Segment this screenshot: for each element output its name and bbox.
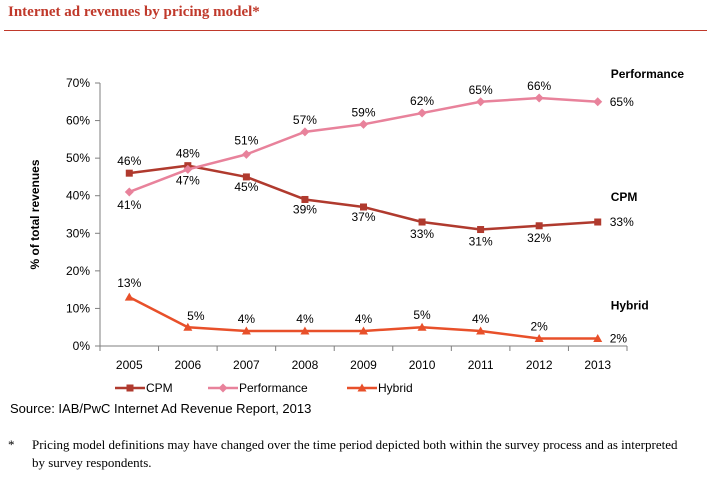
- cpm-point: [301, 195, 309, 203]
- cpm-point: [477, 226, 485, 234]
- legend-performance-marker: [218, 383, 228, 393]
- legend-performance-label: Performance: [239, 381, 308, 395]
- legend-hybrid-label: Hybrid: [378, 381, 413, 395]
- hybrid-point: [534, 333, 544, 342]
- cpm-point: [594, 218, 602, 226]
- source-note: Source: IAB/PwC Internet Ad Revenue Repo…: [10, 401, 312, 416]
- y-tick-label: 70%: [66, 76, 90, 90]
- title-rule: [4, 30, 707, 31]
- performance-data-label: 59%: [351, 105, 375, 119]
- legend-hybrid-marker: [357, 383, 367, 392]
- cpm-point: [535, 222, 543, 230]
- legend-cpm-label: CPM: [146, 381, 173, 395]
- y-tick-label: 20%: [66, 264, 90, 278]
- chart-title: Internet ad revenues by pricing model*: [8, 4, 260, 20]
- x-tick-label: 2008: [292, 358, 319, 372]
- cpm-point: [418, 218, 426, 226]
- hybrid-point: [417, 322, 427, 331]
- performance-data-label: 65%: [469, 83, 493, 97]
- y-tick-label: 60%: [66, 114, 90, 128]
- hybrid-data-label: 2%: [610, 331, 628, 345]
- cpm-data-label: 32%: [527, 231, 551, 245]
- x-tick-label: 2005: [116, 358, 143, 372]
- hybrid-data-label: 4%: [296, 312, 314, 326]
- performance-data-label: 47%: [176, 173, 200, 187]
- hybrid-point: [183, 322, 193, 331]
- hybrid-data-label: 4%: [355, 312, 373, 326]
- cpm-data-label: 31%: [469, 235, 493, 249]
- x-tick-label: 2006: [174, 358, 201, 372]
- y-tick-label: 10%: [66, 301, 90, 315]
- cpm-point: [242, 173, 250, 181]
- cpm-point: [125, 169, 133, 177]
- hybrid-data-label: 2%: [530, 319, 548, 333]
- performance-point: [300, 127, 310, 137]
- cpm-data-label: 48%: [176, 147, 200, 161]
- footnote-mark: *: [8, 437, 15, 452]
- performance-series-label: Performance: [611, 67, 685, 81]
- performance-data-label: 57%: [293, 113, 317, 127]
- cpm-series-label: CPM: [611, 190, 638, 204]
- y-tick-label: 40%: [66, 189, 90, 203]
- cpm-point: [360, 203, 367, 211]
- performance-point: [241, 149, 251, 159]
- cpm-data-label: 46%: [117, 154, 141, 168]
- hybrid-data-label: 5%: [187, 309, 205, 323]
- cpm-data-label: 39%: [293, 202, 317, 216]
- footnote-text: Pricing model definitions may have chang…: [32, 437, 678, 470]
- hybrid-data-label: 5%: [413, 308, 431, 322]
- x-tick-label: 2011: [468, 358, 494, 372]
- performance-point: [534, 93, 544, 103]
- performance-data-label: 51%: [234, 133, 258, 147]
- hybrid-data-label: 13%: [117, 276, 141, 290]
- hybrid-point: [359, 326, 368, 335]
- performance-point: [417, 108, 427, 118]
- performance-point: [593, 97, 603, 107]
- performance-point: [124, 187, 134, 197]
- cpm-data-label: 33%: [410, 227, 434, 241]
- performance-data-label: 65%: [610, 95, 634, 109]
- legend-cpm-marker: [126, 384, 134, 392]
- x-tick-label: 2012: [526, 358, 553, 372]
- performance-data-label: 66%: [527, 79, 551, 93]
- x-tick-label: 2010: [409, 358, 436, 372]
- performance-data-label: 41%: [117, 198, 141, 212]
- hybrid-data-label: 4%: [472, 312, 490, 326]
- hybrid-series-label: Hybrid: [611, 298, 649, 312]
- cpm-data-label: 33%: [610, 215, 634, 229]
- y-tick-label: 30%: [66, 226, 90, 240]
- performance-point: [476, 97, 486, 107]
- performance-point: [183, 164, 193, 174]
- performance-point: [359, 119, 368, 129]
- x-tick-label: 2013: [584, 358, 611, 372]
- cpm-data-label: 37%: [351, 210, 375, 224]
- hybrid-point: [300, 326, 310, 335]
- performance-data-label: 62%: [410, 94, 434, 108]
- x-tick-label: 2009: [350, 358, 377, 372]
- y-tick-label: 50%: [66, 151, 90, 165]
- y-tick-label: 0%: [73, 339, 91, 353]
- y-axis-title: % of total revenues: [28, 159, 42, 269]
- x-tick-label: 2007: [233, 358, 260, 372]
- hybrid-data-label: 4%: [238, 312, 256, 326]
- hybrid-point: [476, 326, 486, 335]
- hybrid-point: [241, 326, 251, 335]
- hybrid-point: [593, 333, 603, 342]
- cpm-data-label: 45%: [234, 180, 258, 194]
- hybrid-point: [124, 292, 134, 301]
